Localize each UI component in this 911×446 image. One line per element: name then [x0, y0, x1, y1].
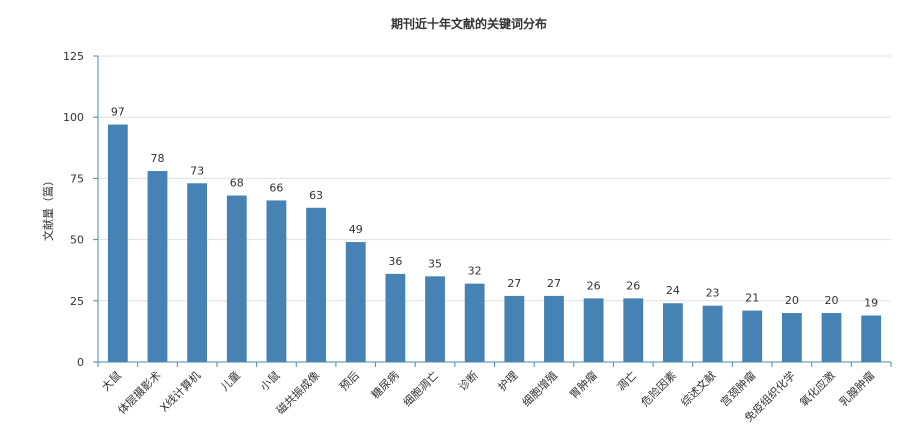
- data-label: 26: [626, 279, 640, 292]
- bar: [385, 273, 406, 362]
- x-tick-label: 宫颈肿瘤: [717, 368, 758, 409]
- x-tick-label: 乳腺肿瘤: [836, 368, 877, 409]
- bar: [861, 315, 882, 362]
- bar: [742, 310, 763, 362]
- x-tick-label: 细胞增殖: [519, 368, 560, 409]
- x-tick-label: 小鼠: [257, 368, 282, 393]
- data-label: 63: [309, 189, 323, 202]
- data-label: 66: [269, 181, 283, 194]
- bar: [147, 171, 168, 362]
- bar: [306, 207, 326, 362]
- x-tick-label: 诊断: [455, 368, 480, 393]
- x-tick-label: 综述文献: [678, 368, 719, 409]
- x-tick-label: 糖尿病: [368, 368, 401, 401]
- bar: [702, 305, 723, 362]
- x-tick-label: 预后: [337, 369, 362, 394]
- bar: [345, 242, 366, 362]
- x-tick-label: 细胞凋亡: [400, 368, 441, 409]
- data-label: 97: [111, 106, 125, 119]
- y-tick-label: 125: [63, 50, 84, 63]
- gridlines: [98, 55, 891, 302]
- bar: [504, 295, 525, 362]
- x-tick-label: 体层摄影术: [115, 368, 164, 417]
- bar: [583, 298, 604, 362]
- x-tick-label: 磁共振成像: [273, 368, 322, 417]
- x-tick-label: 儿童: [217, 368, 242, 393]
- data-label: 20: [825, 294, 839, 307]
- y-tick-label: 0: [77, 356, 84, 369]
- data-label: 32: [468, 265, 482, 278]
- data-label: 49: [349, 223, 363, 236]
- bar: [781, 313, 802, 362]
- data-label: 73: [190, 164, 204, 177]
- data-label: 27: [547, 277, 561, 290]
- x-tick-label: X线计算机: [157, 368, 203, 414]
- x-tick-label: 凋亡: [614, 368, 639, 393]
- y-tick-label: 75: [70, 172, 84, 185]
- y-tick-label: 100: [63, 111, 84, 124]
- x-tick-label: 胃肿瘤: [567, 368, 600, 401]
- data-label: 27: [507, 277, 521, 290]
- bar: [821, 313, 842, 362]
- y-tick-label: 25: [70, 295, 84, 308]
- bar: [663, 303, 683, 362]
- data-label: 24: [666, 284, 680, 297]
- y-tick-label: 50: [70, 234, 84, 247]
- labels: 0 25 50 75 100 125 97 大鼠 78 体层摄影术 73 X线计算机 68 儿童 66 小鼠 6…: [63, 50, 878, 425]
- data-label: 23: [706, 287, 720, 300]
- y-axis-label: 文献量（篇）: [41, 175, 55, 241]
- data-label: 21: [745, 292, 759, 305]
- x-tick-label: 危险因素: [638, 368, 679, 409]
- bar: [107, 124, 128, 362]
- bar: [623, 298, 644, 362]
- bar: [266, 200, 287, 362]
- bar: [226, 195, 247, 362]
- x-tick-label: 氧化应激: [797, 368, 838, 409]
- data-label: 35: [428, 257, 442, 270]
- data-label: 20: [785, 294, 799, 307]
- chart-title: 期刊近十年文献的关键词分布: [391, 16, 547, 31]
- bar: [464, 283, 485, 362]
- data-label: 78: [150, 152, 164, 165]
- x-tick-label: 护理: [495, 368, 520, 393]
- data-label: 26: [587, 279, 601, 292]
- axes: [93, 55, 892, 367]
- bar: [425, 276, 445, 362]
- bar: [187, 183, 208, 362]
- bars: [107, 124, 882, 362]
- data-label: 68: [230, 177, 244, 190]
- bar: [544, 295, 564, 362]
- x-tick-label: 大鼠: [98, 368, 123, 393]
- data-label: 19: [864, 296, 878, 309]
- data-label: 36: [388, 255, 402, 268]
